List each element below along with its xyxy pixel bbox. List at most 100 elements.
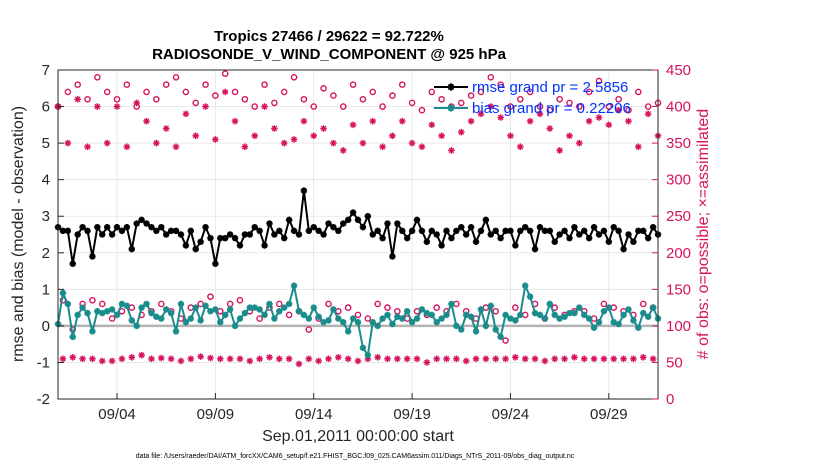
- bias-point: [123, 302, 131, 309]
- right-tick-label: 200: [666, 245, 691, 262]
- bias-point: [138, 304, 145, 311]
- rmse-point: [374, 227, 381, 235]
- right-tick-label: 400: [666, 99, 691, 116]
- bias-point: [256, 306, 263, 313]
- obs-assimilated-point: [635, 143, 642, 151]
- obs-possible-point: [497, 81, 504, 88]
- obs-possible-point: [526, 88, 534, 96]
- bias-point: [133, 322, 140, 330]
- y-tick-label: 0: [42, 318, 50, 335]
- obs-assimilated-point: [595, 114, 603, 121]
- obs-assimilated-point: [300, 117, 308, 125]
- obs-assimilated-point: [221, 88, 229, 96]
- obs-assimilated-point: [261, 103, 268, 110]
- obs-assimilated-point: [226, 355, 234, 363]
- rmse-point: [133, 220, 140, 227]
- bias-point: [359, 344, 367, 352]
- obs-assimilated-point: [571, 354, 578, 361]
- rmse-point: [605, 238, 613, 246]
- obs-assimilated-point: [133, 99, 140, 107]
- obs-assimilated-point: [212, 136, 219, 143]
- rmse-point: [644, 234, 652, 242]
- series-rmse: [54, 187, 662, 267]
- rmse-point: [84, 227, 91, 235]
- bias-point: [374, 322, 381, 330]
- bias-point: [315, 313, 322, 320]
- bias-point: [330, 306, 337, 313]
- bias-point: [344, 328, 352, 335]
- obs-assimilated-point: [467, 117, 475, 125]
- bias-point: [231, 322, 239, 330]
- bias-point: [462, 311, 470, 319]
- obs-assimilated-point: [625, 117, 632, 125]
- y-tick-label: 2: [42, 245, 50, 262]
- data-file-footnote: data file: /Users/raeder/DAI/ATM_forcXX/…: [136, 453, 575, 460]
- bias-point: [482, 322, 490, 330]
- obs-assimilated-point: [108, 357, 116, 365]
- rmse-point: [379, 234, 386, 242]
- rmse-point: [408, 227, 416, 235]
- rmse-point: [640, 227, 647, 235]
- obs-possible-point: [108, 315, 116, 322]
- obs-possible-point: [536, 103, 544, 110]
- rmse-point: [487, 231, 494, 238]
- bias-point: [448, 300, 455, 308]
- obs-assimilated-point: [497, 114, 504, 121]
- rmse-point: [551, 238, 558, 246]
- obs-assimilated-point: [600, 355, 608, 363]
- bias-point: [428, 311, 435, 319]
- obs-possible-point: [310, 103, 318, 110]
- obs-assimilated-point: [359, 139, 367, 147]
- obs-assimilated-point: [453, 355, 460, 363]
- obs-possible-point: [507, 103, 514, 110]
- obs-assimilated-point: [649, 355, 657, 363]
- bias-point: [300, 311, 308, 319]
- obs-assimilated-point: [280, 139, 288, 147]
- bias-point: [182, 319, 190, 326]
- rmse-point: [561, 227, 568, 235]
- rmse-point: [79, 223, 86, 231]
- bias-point: [571, 309, 578, 317]
- rmse-point: [438, 242, 445, 249]
- bias-point: [536, 311, 544, 319]
- rmse-point: [285, 216, 293, 224]
- obs-assimilated-point: [216, 355, 224, 363]
- y-axis-label: rmse and bias (model - observation): [10, 106, 27, 362]
- obs-possible-point: [202, 81, 209, 88]
- bias-point: [487, 302, 494, 309]
- bias-point: [581, 311, 588, 319]
- rmse-point: [74, 231, 81, 238]
- rmse-point: [271, 231, 278, 238]
- obs-assimilated-point: [192, 132, 200, 140]
- obs-assimilated-point: [561, 355, 568, 363]
- bias-point: [158, 315, 165, 322]
- rmse-point: [261, 242, 268, 249]
- obs-possible-point: [271, 99, 278, 107]
- obs-possible-point: [172, 74, 180, 81]
- rmse-point: [177, 231, 185, 238]
- obs-assimilated-point: [566, 132, 573, 140]
- obs-assimilated-point: [113, 103, 121, 110]
- bias-point: [103, 308, 111, 315]
- bias-point: [561, 313, 568, 320]
- y-tick-label: 4: [42, 172, 50, 189]
- x-tick-label: 09/24: [492, 406, 530, 423]
- y-tick-label: 5: [42, 135, 50, 152]
- obs-assimilated-point: [408, 139, 416, 147]
- bias-point: [172, 328, 180, 335]
- y-tick-label: 7: [42, 62, 50, 79]
- rmse-point: [482, 216, 490, 224]
- bias-point: [649, 304, 657, 311]
- obs-assimilated-point: [162, 125, 170, 132]
- obs-possible-point: [502, 337, 509, 344]
- legend-rmse-marker: [447, 83, 455, 91]
- obs-assimilated-point: [118, 355, 126, 363]
- obs-possible-point: [320, 84, 327, 92]
- obs-possible-point: [374, 300, 381, 308]
- obs-assimilated-point: [615, 106, 622, 114]
- obs-assimilated-point: [620, 355, 627, 363]
- obs-possible-point: [280, 88, 288, 96]
- bias-point: [389, 320, 396, 328]
- rmse-point: [217, 234, 224, 242]
- legend-rmse-star: [447, 83, 455, 91]
